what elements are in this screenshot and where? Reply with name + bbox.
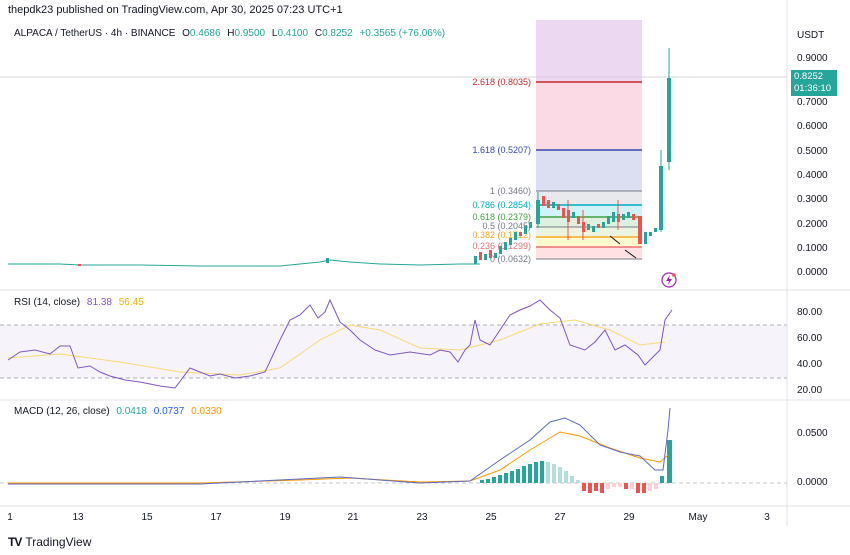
macd-histogram-value: 0.0418 (116, 406, 147, 417)
bar-countdown: 01:36:10 (794, 83, 831, 94)
macd-line-value: 0.0737 (153, 406, 185, 417)
last-price: 0.8252 (794, 71, 824, 82)
price-tick: 0.2000 (797, 219, 828, 230)
price-tick: 0.6000 (797, 121, 828, 132)
rsi-title[interactable]: RSI (14, close) (14, 297, 81, 308)
macd-tick: 0.0000 (797, 477, 828, 488)
date-tick: 15 (141, 512, 153, 523)
open-label: O (182, 28, 190, 39)
tradingview-logo-icon: TV (8, 535, 22, 549)
close-label: C (314, 28, 323, 39)
date-tick: 23 (416, 512, 428, 523)
publisher-header: thepdk23 published on TradingView.com, A… (8, 4, 343, 16)
date-tick: 13 (72, 512, 84, 523)
macd-axis[interactable]: 0.0500 0.0000 (787, 400, 850, 506)
close-value: 0.8252 (322, 28, 353, 39)
fib-label-05: 0.5 (0.2045) (482, 221, 531, 231)
price-tick: 0.5000 (797, 146, 828, 157)
high-label: H (227, 28, 235, 39)
price-tick: 0.9000 (797, 53, 828, 64)
fib-label-1618: 1.618 (0.5207) (472, 145, 531, 155)
high-value: 0.9500 (234, 28, 266, 39)
date-tick: 21 (347, 512, 359, 523)
price-tick: 0.1000 (797, 243, 828, 254)
price-axis-currency: USDT (797, 30, 825, 41)
macd-panel (0, 407, 787, 493)
price-candles (8, 48, 671, 267)
rsi-ma-value: 56.45 (118, 297, 144, 308)
fib-label-0618: 0.618 (0.2379) (472, 212, 531, 222)
fib-label-0: 0 (0.0632) (490, 254, 531, 264)
date-tick: 27 (554, 512, 566, 523)
fib-label-2618: 2.618 (0.8035) (472, 77, 531, 87)
alert-flash-icon[interactable] (661, 272, 677, 288)
date-tick: 1 (7, 512, 13, 523)
fib-label-0786: 0.786 (0.2854) (472, 200, 531, 210)
macd-title[interactable]: MACD (12, 26, close) (14, 406, 110, 417)
time-axis[interactable]: 1 13 15 17 19 21 23 25 27 29 May 3 (0, 512, 787, 526)
fib-retracement[interactable]: 2.618 (0.8035) 1.618 (0.5207) 1 (0.3460)… (472, 20, 642, 264)
macd-tick: 0.0500 (797, 428, 828, 439)
rsi-value: 81.38 (86, 297, 112, 308)
brand-name: TradingView (25, 535, 92, 549)
price-tick: 0.3000 (797, 194, 828, 205)
tradingview-branding[interactable]: TV TradingView (8, 535, 91, 549)
date-tick: May (688, 512, 708, 523)
date-tick: 17 (210, 512, 222, 523)
rsi-tick: 80.00 (797, 307, 823, 318)
price-tick: 0.0000 (797, 267, 828, 278)
price-tick: 0.7000 (797, 97, 828, 108)
open-value: 0.4686 (189, 28, 221, 39)
rsi-tick: 40.00 (797, 359, 823, 370)
rsi-legend: RSI (14, close) 81.38 56.45 (14, 297, 144, 308)
rsi-axis[interactable]: 80.00 60.00 40.00 20.00 (787, 290, 850, 400)
fib-label-1: 1 (0.3460) (490, 186, 531, 196)
date-tick: 3 (764, 512, 770, 523)
rsi-tick: 60.00 (797, 333, 823, 344)
price-tick: 0.4000 (797, 170, 828, 181)
symbol-name[interactable]: ALPACA / TetherUS · 4h · BINANCE (14, 28, 176, 39)
date-tick: 29 (623, 512, 635, 523)
macd-histogram (480, 440, 672, 493)
macd-legend: MACD (12, 26, close) 0.0418 0.0737 0.033… (14, 406, 222, 417)
change-value: +0.3565 (+76.06%) (359, 28, 446, 39)
rsi-panel (0, 298, 787, 389)
low-value: 0.4100 (277, 28, 309, 39)
macd-signal-value: 0.0330 (191, 406, 222, 417)
date-tick: 25 (485, 512, 497, 523)
rsi-tick: 20.00 (797, 385, 823, 396)
fib-label-0382: 0.382 (0.1712) (472, 230, 531, 240)
date-tick: 19 (279, 512, 291, 523)
symbol-legend: ALPACA / TetherUS · 4h · BINANCE O0.4686… (14, 28, 445, 39)
price-axis[interactable]: USDT 0.9000 0.7000 0.6000 0.5000 0.4000 … (787, 0, 850, 290)
last-price-tag: 0.8252 01:36:10 (791, 70, 837, 96)
low-label: L (271, 28, 278, 39)
